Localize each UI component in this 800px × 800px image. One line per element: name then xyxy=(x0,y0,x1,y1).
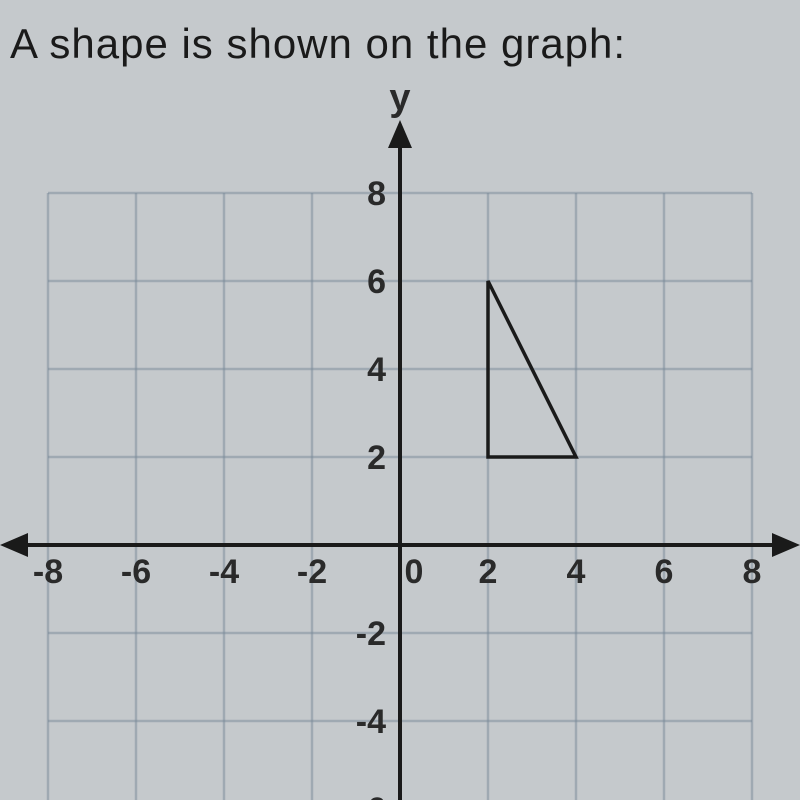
svg-text:-2: -2 xyxy=(297,553,327,591)
svg-text:0: 0 xyxy=(405,553,424,591)
svg-text:6: 6 xyxy=(367,263,386,301)
svg-text:4: 4 xyxy=(567,553,586,591)
page-title: A shape is shown on the graph: xyxy=(10,20,626,68)
svg-text:y: y xyxy=(389,77,410,119)
svg-text:-6: -6 xyxy=(121,553,151,591)
svg-text:8: 8 xyxy=(743,553,762,591)
svg-text:-2: -2 xyxy=(356,615,386,653)
page: A shape is shown on the graph: y -8 -6 -4 -2… xyxy=(0,0,800,800)
svg-text:6: 6 xyxy=(655,553,674,591)
svg-text:-8: -8 xyxy=(33,553,63,591)
svg-text:8: 8 xyxy=(367,175,386,213)
chart-svg: y-8-6-4-2024682468-2-4-6 xyxy=(0,120,800,800)
svg-text:2: 2 xyxy=(367,439,386,477)
svg-text:-4: -4 xyxy=(356,703,386,741)
svg-text:-4: -4 xyxy=(209,553,239,591)
svg-text:4: 4 xyxy=(367,351,386,389)
coordinate-chart: y-8-6-4-2024682468-2-4-6 xyxy=(0,120,800,800)
svg-text:2: 2 xyxy=(479,553,498,591)
svg-text:-6: -6 xyxy=(356,791,386,800)
